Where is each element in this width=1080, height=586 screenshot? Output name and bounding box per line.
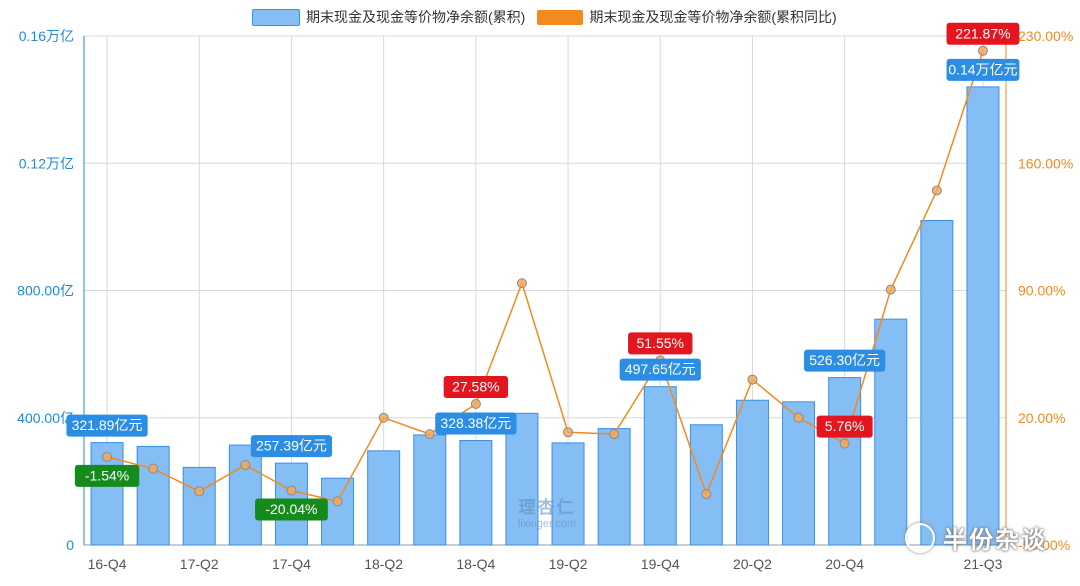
legend-item-line[interactable]: 期末现金及现金等价物净余额(累积同比) bbox=[537, 7, 837, 27]
bar bbox=[182, 466, 216, 546]
y-left-tick-label: 400.00亿 bbox=[17, 410, 74, 426]
bar bbox=[413, 434, 447, 546]
line-point bbox=[194, 486, 205, 497]
x-tick-label: 19-Q4 bbox=[641, 556, 680, 572]
data-label-box bbox=[443, 375, 509, 398]
data-label: 257.39亿元 bbox=[256, 438, 327, 454]
bar bbox=[367, 450, 401, 546]
bar bbox=[735, 399, 769, 546]
data-label-box bbox=[250, 435, 333, 458]
data-label-box bbox=[255, 498, 328, 521]
site-watermark: 理杏仁 lixinger.com bbox=[505, 493, 589, 530]
line-point bbox=[563, 427, 574, 438]
line-point bbox=[977, 45, 988, 56]
data-label-box bbox=[946, 58, 1020, 81]
y-left-tick-label: 0 bbox=[66, 537, 74, 553]
x-tick-label: 19-Q2 bbox=[549, 556, 588, 572]
data-label: 526.30亿元 bbox=[809, 352, 880, 368]
bar bbox=[689, 424, 723, 546]
line-point bbox=[102, 451, 113, 462]
wechat-icon bbox=[905, 522, 935, 553]
data-label-box bbox=[804, 349, 886, 372]
data-label: 221.87% bbox=[955, 25, 1010, 41]
y-right-tick-label: 90.00% bbox=[1018, 283, 1065, 299]
y-left-tick-label: 0.16万亿 bbox=[19, 28, 74, 44]
line-point bbox=[332, 496, 343, 507]
line-point bbox=[424, 429, 435, 440]
line-point bbox=[378, 412, 389, 423]
x-tick-label: 17-Q2 bbox=[180, 556, 219, 572]
bar bbox=[782, 401, 816, 546]
bar bbox=[136, 445, 170, 546]
line-point bbox=[609, 429, 620, 440]
line-point bbox=[793, 412, 804, 423]
data-label-box bbox=[74, 464, 140, 487]
bar bbox=[828, 377, 862, 546]
data-label: 27.58% bbox=[452, 378, 499, 394]
data-label-box bbox=[66, 414, 148, 437]
data-label: 0.14万亿元 bbox=[948, 61, 1017, 77]
bar bbox=[597, 428, 631, 546]
line-point bbox=[931, 185, 942, 196]
line-point bbox=[240, 460, 251, 471]
site-watermark-url: lixinger.com bbox=[517, 518, 577, 530]
data-label-box bbox=[435, 412, 517, 435]
line-point bbox=[148, 463, 159, 474]
y-left-tick-label: 800.00亿 bbox=[17, 283, 74, 299]
line-series bbox=[106, 50, 984, 503]
legend-label-bar: 期末现金及现金等价物净余额(累积) bbox=[306, 9, 526, 25]
y-right-tick-label: -50.00% bbox=[1018, 537, 1070, 553]
data-label: 51.55% bbox=[637, 335, 684, 351]
legend-swatch-line bbox=[537, 9, 584, 25]
y-right-tick-label: 160.00% bbox=[1018, 155, 1073, 171]
line-point bbox=[747, 374, 758, 385]
legend-label-line: 期末现金及现金等价物净余额(累积同比) bbox=[589, 9, 837, 25]
data-label-box bbox=[619, 358, 701, 381]
bar bbox=[966, 86, 1000, 546]
y-right-tick-label: 20.00% bbox=[1018, 410, 1065, 426]
bar bbox=[459, 440, 493, 546]
line-point bbox=[701, 489, 712, 500]
legend-item-bar[interactable]: 期末现金及现金等价物净余额(累积) bbox=[252, 7, 525, 27]
y-left-tick-label: 0.12万亿 bbox=[19, 155, 74, 171]
line-point bbox=[885, 284, 896, 295]
data-label: 497.65亿元 bbox=[625, 361, 696, 377]
bar bbox=[920, 220, 954, 546]
data-label: 321.89亿元 bbox=[72, 417, 143, 433]
line-point bbox=[470, 398, 481, 409]
x-tick-label: 18-Q2 bbox=[364, 556, 403, 572]
bar bbox=[643, 386, 677, 546]
x-tick-label: 16-Q4 bbox=[88, 556, 127, 572]
line-point bbox=[839, 438, 850, 449]
bar bbox=[551, 442, 585, 546]
line-point bbox=[286, 485, 297, 496]
chart-legend: 期末现金及现金等价物净余额(累积) 期末现金及现金等价物净余额(累积同比) bbox=[252, 6, 837, 28]
data-label: 328.38亿元 bbox=[440, 415, 511, 431]
x-tick-label: 17-Q4 bbox=[272, 556, 311, 572]
x-tick-label: 20-Q4 bbox=[825, 556, 864, 572]
x-tick-label: 18-Q4 bbox=[456, 556, 495, 572]
data-label: 5.76% bbox=[825, 418, 865, 434]
y-right-tick-label: 230.00% bbox=[1018, 28, 1073, 44]
wechat-watermark: 半份杂谈 bbox=[905, 520, 1047, 555]
data-label-box bbox=[628, 332, 693, 355]
data-label-box bbox=[946, 22, 1020, 45]
line-point bbox=[516, 278, 527, 289]
x-tick-label: 20-Q2 bbox=[733, 556, 772, 572]
data-label: -1.54% bbox=[85, 467, 129, 483]
data-label-box bbox=[816, 415, 873, 438]
bar bbox=[505, 412, 539, 546]
bar bbox=[321, 477, 355, 546]
watermark-text: 半份杂谈 bbox=[943, 527, 1047, 554]
data-label: -20.04% bbox=[265, 501, 317, 517]
x-tick-label: 21-Q3 bbox=[963, 556, 1002, 572]
site-watermark-logo: 理杏仁 bbox=[518, 498, 576, 517]
legend-swatch-bar bbox=[252, 8, 300, 26]
